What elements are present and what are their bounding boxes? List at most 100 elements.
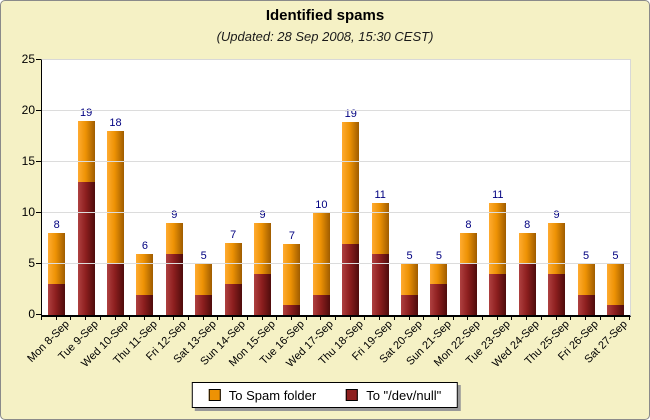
- bar-slot: 7: [218, 60, 247, 315]
- spam-folder-swatch-icon: [208, 389, 221, 401]
- bar-slot: 8: [454, 60, 483, 315]
- bar-segment-spam-folder: [136, 254, 154, 295]
- bar-total-label: 6: [141, 240, 148, 252]
- x-axis-tick: [393, 316, 395, 320]
- bar-segment-spam-folder: [77, 121, 95, 182]
- bar-slot: 18: [101, 60, 130, 315]
- y-axis-tick: [36, 263, 41, 264]
- x-axis-tick: [320, 316, 322, 320]
- x-axis-tick: [41, 316, 42, 320]
- x-axis-tick: [614, 316, 616, 320]
- bar-total-label: 5: [406, 250, 413, 262]
- bar-total-label: 9: [171, 209, 178, 221]
- bar-segment-spam-folder: [518, 233, 536, 264]
- bar-total-label: 8: [465, 219, 472, 231]
- bar-segment-spam-folder: [430, 264, 448, 284]
- x-axis-tick: [202, 316, 204, 320]
- bar-slot: 9: [248, 60, 277, 315]
- bar-total-label: 5: [435, 250, 443, 262]
- x-axis-tick: [452, 316, 454, 320]
- y-axis-tick: [36, 110, 41, 111]
- bar-segment-spam-folder: [254, 223, 272, 274]
- bar-total-label: 18: [109, 117, 122, 129]
- bar-slot: 5: [424, 60, 453, 315]
- x-axis-tick: [290, 316, 292, 320]
- bar-slot: 11: [483, 60, 512, 315]
- x-axis-tick: [526, 316, 528, 320]
- x-axis-tick: [129, 316, 131, 320]
- bar-segment-devnull: [224, 284, 242, 315]
- bar-segment-devnull: [283, 305, 301, 315]
- bar-segment-devnull: [77, 182, 95, 315]
- bar-segment-devnull: [195, 295, 213, 315]
- y-axis-label: 10: [21, 205, 35, 219]
- bar-slot: 19: [336, 60, 365, 315]
- y-axis-label: 0: [28, 307, 35, 321]
- x-axis-tick: [364, 316, 366, 320]
- gridline: [42, 212, 630, 213]
- gridline: [42, 161, 630, 162]
- bar-total-label: 5: [612, 250, 619, 262]
- x-axis-tick: [511, 316, 513, 320]
- bar-segment-spam-folder: [107, 131, 125, 264]
- bar-slot: 11: [365, 60, 394, 315]
- x-axis-tick: [482, 316, 483, 320]
- bar-total-label: 8: [524, 219, 531, 231]
- bar-segment-devnull: [254, 274, 272, 315]
- x-axis-tick: [173, 316, 175, 320]
- x-axis-tick: [540, 316, 542, 320]
- bar-segment-devnull: [606, 305, 624, 315]
- x-axis-tick: [467, 316, 469, 320]
- bar-segment-devnull: [312, 295, 330, 315]
- x-axis-tick: [305, 316, 307, 320]
- bar-segment-spam-folder: [48, 233, 66, 284]
- bar-segment-spam-folder: [312, 213, 330, 295]
- y-axis-tick: [36, 59, 41, 60]
- bar-slot: 8: [42, 60, 71, 315]
- bar-total-label: 19: [79, 107, 93, 119]
- gridline: [42, 110, 630, 111]
- y-axis-tick: [36, 161, 41, 162]
- y-axis-tick: [36, 314, 41, 315]
- x-axis-tick: [276, 316, 278, 320]
- bar-segment-devnull: [548, 274, 566, 315]
- chart-subtitle: (Updated: 28 Sep 2008, 15:30 CEST): [216, 29, 434, 44]
- gridline: [42, 263, 630, 264]
- bar-segment-spam-folder: [283, 244, 301, 305]
- x-axis-tick: [99, 316, 101, 320]
- y-axis-label: 25: [21, 52, 35, 66]
- legend-box: To Spam folder To "/dev/null": [191, 382, 459, 408]
- x-axis-label: Sat 27-Sep: [582, 318, 631, 366]
- devnull-swatch-icon: [346, 389, 359, 401]
- chart-title: Identified spams: [265, 7, 385, 24]
- bar-segment-devnull: [430, 284, 448, 315]
- x-axis-tick: [232, 316, 234, 320]
- bar-slot: 7: [277, 60, 306, 315]
- x-axis-tick: [55, 316, 57, 320]
- bar-slot: 8: [513, 60, 542, 315]
- x-axis-tick: [246, 316, 248, 320]
- x-axis-tick: [85, 316, 87, 320]
- bar-total-label: 8: [53, 219, 60, 231]
- bar-segment-spam-folder: [401, 264, 419, 295]
- bar-total-label: 10: [315, 199, 328, 211]
- bar-segment-devnull: [577, 295, 595, 315]
- x-axis-tick: [261, 316, 263, 320]
- bar-segment-devnull: [371, 254, 389, 315]
- bar-slot: 5: [571, 60, 600, 315]
- x-axis-tick: [408, 316, 410, 320]
- y-axis-label: 20: [21, 103, 35, 117]
- bar-segment-devnull: [518, 264, 536, 315]
- bar-segment-devnull: [165, 254, 183, 315]
- x-axis-tick: [599, 316, 601, 320]
- x-axis-tick: [143, 316, 145, 320]
- bar-segment-spam-folder: [459, 233, 477, 264]
- y-axis-label: 5: [28, 256, 35, 270]
- bar-total-label: 11: [492, 189, 504, 201]
- bar-total-label: 9: [553, 209, 560, 221]
- bar-total-label: 5: [200, 250, 207, 262]
- bar-slot: 10: [307, 60, 336, 315]
- legend-item-spam-folder: To Spam folder: [208, 388, 316, 403]
- plot-area: 8 19 18 6 9 5 7 9 7 10 19 11 5 5 8 11 8 9 5 5: [41, 59, 631, 317]
